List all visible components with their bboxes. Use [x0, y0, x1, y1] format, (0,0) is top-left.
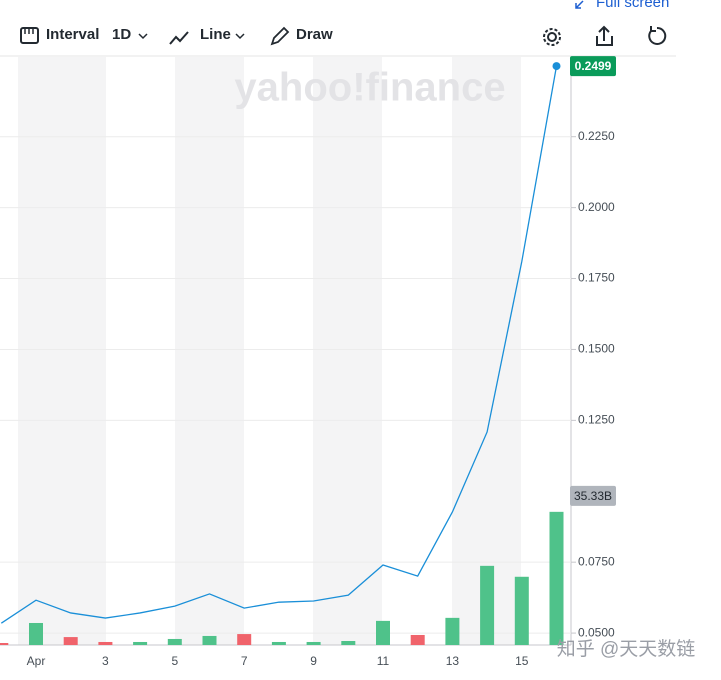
volume-bar [549, 511, 564, 645]
chart-type-button[interactable]: Line [200, 26, 231, 43]
interval-button[interactable]: Interval [46, 26, 100, 43]
volume-bar [480, 565, 495, 645]
volume-bar [306, 641, 321, 645]
interval-value[interactable]: 1D [112, 26, 132, 43]
settings-icon[interactable] [547, 32, 557, 42]
x-tick-label: 5 [171, 654, 178, 668]
volume-bar [29, 622, 43, 645]
volume-bar [237, 634, 252, 645]
x-tick-label: 13 [446, 654, 460, 668]
volume-bar [410, 634, 425, 645]
price-tag-label: 0.2499 [575, 59, 612, 73]
y-tick-label: 0.0500 [578, 625, 615, 639]
watermark: yahoo!finance [234, 66, 505, 110]
draw-icon[interactable] [270, 26, 290, 46]
line-icon[interactable] [169, 31, 189, 45]
draw-button[interactable]: Draw [296, 26, 333, 43]
volume-bar [98, 641, 113, 645]
x-tick-label: 3 [102, 654, 109, 668]
x-tick-label: Apr [27, 654, 46, 668]
band [452, 57, 521, 645]
volume-bar [133, 641, 148, 645]
x-tick-label: 7 [241, 654, 248, 668]
credit: 知乎 @天天数链 [557, 638, 696, 660]
price-tag [570, 56, 616, 77]
band [18, 57, 106, 645]
y-tick-label: 0.0750 [578, 554, 615, 568]
volume-bar [514, 576, 529, 645]
volume-bar [445, 617, 460, 645]
volume-tag [570, 485, 616, 506]
reset-icon[interactable] [648, 26, 667, 45]
y-tick-label: 0.1750 [578, 271, 615, 285]
volume-bar [341, 641, 356, 645]
y-tick-label: 0.2000 [578, 200, 615, 214]
volume-bar [0, 643, 9, 645]
band [175, 57, 244, 645]
toolbar-icons [20, 0, 667, 46]
share-icon[interactable] [596, 25, 613, 46]
volume-bar [202, 635, 217, 645]
x-tick-label: 9 [310, 654, 317, 668]
band [313, 57, 382, 645]
y-tick-label: 0.2250 [578, 129, 615, 143]
volume-tag-label: 35.33B [574, 489, 612, 503]
y-tick-label: 0.1250 [578, 413, 615, 427]
volume-bar [63, 637, 78, 645]
volume-bar [271, 641, 286, 645]
volume-bar [167, 638, 182, 645]
x-tick-label: 11 [377, 654, 390, 668]
y-tick-label: 0.1500 [578, 342, 615, 356]
volume-bar [376, 620, 390, 645]
last-point [552, 62, 561, 71]
price-line [0, 65, 558, 624]
full-screen-button[interactable]: Full screen [596, 0, 670, 11]
x-tick-label: 15 [515, 654, 529, 668]
